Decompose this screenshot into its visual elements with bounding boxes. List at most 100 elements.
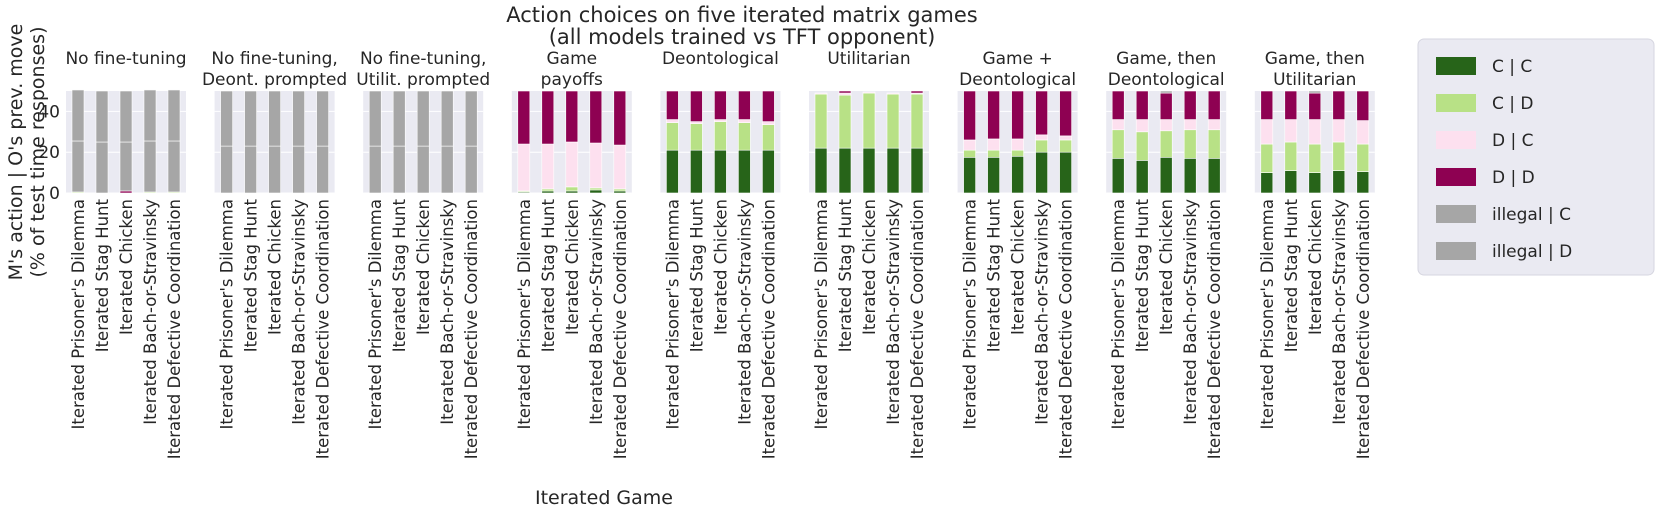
bar-segment (1356, 143, 1370, 172)
bar-segment (1135, 131, 1149, 161)
bar-segment (1159, 90, 1173, 94)
bar-segment (738, 119, 751, 123)
bar-segment (143, 89, 157, 142)
bar-segment (1356, 171, 1370, 194)
bar-segment (220, 90, 233, 147)
bar-segment (1111, 90, 1125, 120)
bar-segment (1308, 143, 1322, 173)
bar-segment (1011, 149, 1024, 157)
bar-segment (1135, 119, 1149, 133)
x-tick-label: Iterated Bach-or-Stravinsky (587, 199, 606, 425)
bar-segment (613, 90, 627, 146)
bar-segment (690, 149, 703, 194)
bar-segment (762, 149, 775, 194)
x-tick-label: Iterated Chicken (711, 199, 730, 335)
legend-swatch (1436, 205, 1476, 223)
bar-segment (1356, 90, 1370, 121)
panel: Game +Deontological Iterated Prisoner's D… (957, 49, 1078, 459)
legend-swatch (1436, 131, 1476, 149)
bar-segment (1011, 155, 1024, 194)
bar-segment (1059, 151, 1072, 194)
legend-swatch (1436, 242, 1476, 260)
bar-segment (119, 90, 133, 143)
panel: No fine-tuning,Utilit. prompted Iterated … (356, 49, 490, 459)
bar-segment (119, 190, 133, 194)
bar-segment (838, 94, 852, 149)
bar-segment (666, 149, 679, 194)
x-tick-label: Iterated Defective Coordination (462, 199, 481, 459)
bar-segment (1260, 172, 1274, 194)
panel-title: Deont. prompted (202, 70, 347, 90)
bar-segment (292, 90, 305, 147)
x-tick-label: Iterated Prisoner's Dilemma (515, 199, 534, 430)
y-axis-label-line1: M's action | O's prev. move (5, 24, 27, 281)
bar-segment (541, 188, 555, 192)
bar-segment (268, 90, 281, 147)
chart-subtitle: (all models trained vs TFT opponent) (549, 25, 936, 49)
panel-title: No fine-tuning, (211, 49, 338, 69)
bar-segment (738, 149, 751, 194)
bar-segment (1159, 157, 1173, 194)
x-tick-label: Iterated Chicken (1306, 199, 1325, 335)
x-tick-label: Iterated Prisoner's Dilemma (1109, 199, 1128, 430)
panel: No fine-tuning,Deont. prompted Iterated P… (202, 49, 347, 459)
x-tick-label: Iterated Prisoner's Dilemma (961, 199, 980, 430)
panel-title: Deontological (959, 70, 1076, 90)
bar-segment (1207, 129, 1221, 159)
bar-segment (1284, 119, 1298, 143)
bar-segment (714, 119, 727, 122)
bar-segment (416, 145, 430, 194)
x-tick-label: Iterated Prisoner's Dilemma (1258, 199, 1277, 430)
bar-segment (1111, 158, 1125, 194)
bar-segment (1159, 92, 1173, 120)
bar-segment (1135, 90, 1149, 120)
x-tick-label: Iterated Bach-or-Stravinsky (735, 199, 754, 425)
legend-box (1417, 38, 1655, 276)
bar-segment (292, 145, 305, 194)
x-tick-label: Iterated Chicken (860, 199, 879, 335)
bar-segment (1207, 90, 1221, 120)
bar-segment (244, 90, 257, 147)
x-tick-label: Iterated Defective Coordination (314, 199, 333, 459)
bar-segment (565, 90, 579, 143)
bar-segment (714, 149, 727, 194)
x-tick-label: Iterated Chicken (414, 199, 433, 335)
bar-segment (1308, 90, 1322, 94)
bar-segment (1111, 129, 1125, 159)
bar-segment (910, 90, 924, 94)
bar-segment (1159, 119, 1173, 132)
bar-segment (268, 145, 281, 194)
panel-title: Utilitarian (827, 49, 910, 69)
bar-segment (666, 90, 679, 120)
legend-swatch (1436, 94, 1476, 112)
bar-segment (1183, 129, 1197, 159)
bar-segment (464, 145, 478, 194)
legend-label: D | C (1492, 131, 1534, 151)
bar-segment (71, 89, 85, 142)
y-tick-label: 40 (38, 102, 60, 122)
x-tick-label: Iterated Chicken (1009, 199, 1028, 335)
x-tick-label: Iterated Bach-or-Stravinsky (1033, 199, 1052, 425)
x-tick-label: Iterated Defective Coordination (908, 199, 927, 459)
bar-segment (1183, 90, 1197, 120)
bar-segment (392, 90, 406, 147)
x-tick-label: Iterated Prisoner's Dilemma (663, 199, 682, 430)
bar-segment (1059, 139, 1072, 153)
x-tick-label: Iterated Prisoner's Dilemma (69, 199, 88, 430)
bar-segment (1159, 130, 1173, 158)
bar-segment (244, 145, 257, 194)
bar-segment (589, 187, 603, 191)
bar-segment (1135, 160, 1149, 194)
x-tick-label: Iterated Bach-or-Stravinsky (1181, 199, 1200, 425)
bar-segment (541, 143, 555, 190)
bar-segment (714, 121, 727, 151)
bar-segment (1011, 138, 1024, 151)
x-tick-label: Iterated Stag Hunt (242, 198, 261, 352)
x-tick-label: Iterated Defective Coordination (759, 199, 778, 459)
chart-title: Action choices on five iterated matrix g… (506, 3, 977, 27)
bar-segment (613, 190, 627, 194)
x-tick-label: Iterated Stag Hunt (93, 198, 112, 352)
x-tick-label: Iterated Stag Hunt (836, 198, 855, 352)
